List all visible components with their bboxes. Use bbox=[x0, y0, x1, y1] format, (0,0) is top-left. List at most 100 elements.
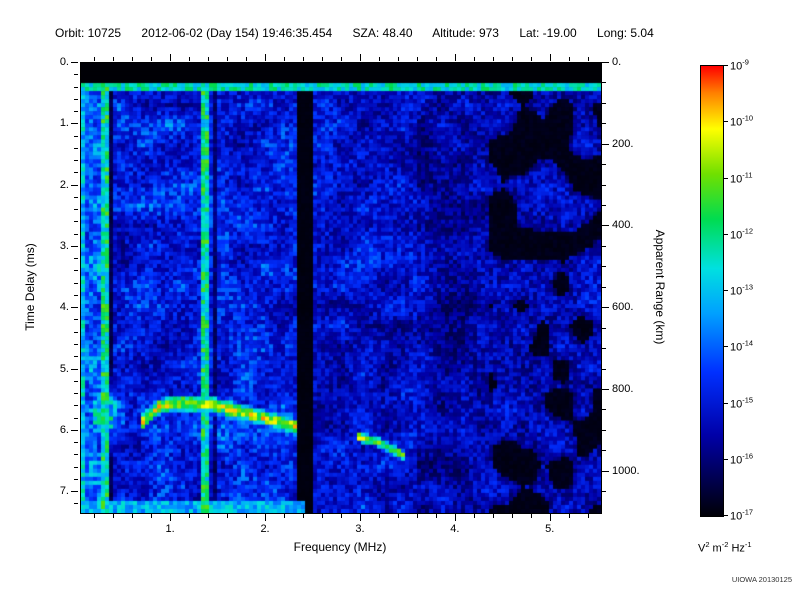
y-tick-label: 0. bbox=[59, 56, 69, 68]
y-minor-tick bbox=[74, 74, 78, 76]
y-minor-tick bbox=[74, 393, 78, 395]
x-minor-tick bbox=[189, 57, 191, 61]
y2-minor-tick bbox=[602, 102, 606, 104]
y-minor-tick bbox=[74, 160, 78, 162]
y2-minor-tick bbox=[602, 143, 606, 145]
y-minor-tick bbox=[74, 147, 78, 149]
colorbar-tick bbox=[724, 177, 728, 179]
y-major-tick bbox=[71, 62, 78, 63]
x-minor-tick bbox=[227, 514, 229, 518]
x-axis-label: Frequency (MHz) bbox=[293, 540, 387, 554]
x-minor-tick bbox=[321, 57, 323, 61]
colorbar-tick bbox=[724, 402, 728, 404]
header-sza: SZA: 48.40 bbox=[352, 26, 413, 40]
y-minor-tick bbox=[74, 172, 78, 174]
y2-minor-tick bbox=[602, 388, 606, 390]
y-tick-label: 3. bbox=[59, 239, 69, 252]
y2-minor-tick bbox=[602, 307, 606, 309]
colorbar-tick bbox=[724, 515, 728, 516]
y2-minor-tick bbox=[602, 164, 606, 166]
y-minor-tick bbox=[74, 405, 78, 407]
header-orbit: Orbit: 10725 bbox=[55, 26, 122, 40]
x-minor-tick bbox=[473, 514, 475, 518]
x-minor-tick bbox=[151, 514, 153, 518]
x-minor-tick bbox=[132, 514, 134, 518]
y-minor-tick bbox=[74, 478, 78, 480]
x-minor-tick bbox=[170, 57, 172, 61]
y2-minor-tick bbox=[602, 82, 606, 84]
x-minor-tick bbox=[435, 514, 437, 518]
y2-minor-tick bbox=[602, 368, 606, 370]
y2-minor-tick bbox=[602, 491, 606, 493]
x-minor-tick bbox=[340, 57, 342, 61]
y2-minor-tick bbox=[602, 225, 606, 227]
y2-tick-label: 0. bbox=[612, 56, 622, 68]
colorbar-tick-label: 10-14 bbox=[730, 338, 754, 354]
y2-minor-tick bbox=[602, 327, 606, 329]
x-minor-tick bbox=[113, 57, 115, 61]
y2-minor-tick bbox=[602, 286, 606, 288]
y2-minor-tick bbox=[602, 184, 606, 186]
y2-minor-tick bbox=[602, 470, 606, 472]
x-minor-tick bbox=[549, 57, 551, 61]
y-minor-tick bbox=[74, 98, 78, 100]
x-minor-tick bbox=[359, 57, 361, 61]
x-minor-tick bbox=[473, 57, 475, 61]
x-minor-tick bbox=[246, 514, 248, 518]
y-axis-label: Time Delay (ms) bbox=[23, 243, 37, 331]
colorbar-tick-label: 10-11 bbox=[730, 170, 753, 185]
y-minor-tick bbox=[74, 111, 78, 113]
x-tick-label: 2. bbox=[260, 523, 270, 535]
y2-tick-label: 400. bbox=[612, 219, 634, 232]
y-minor-tick bbox=[74, 466, 78, 468]
x-minor-tick bbox=[454, 514, 456, 518]
x-minor-tick bbox=[549, 514, 551, 518]
x-minor-tick bbox=[568, 514, 570, 518]
y-minor-tick bbox=[74, 442, 78, 444]
colorbar-unit-label: V2 m-2 Hz-1 bbox=[698, 540, 752, 555]
y2-minor-tick bbox=[602, 409, 606, 411]
y-minor-tick bbox=[74, 196, 78, 198]
y-minor-tick bbox=[74, 135, 78, 137]
colorbar-tick bbox=[724, 346, 728, 348]
x-minor-tick bbox=[284, 514, 285, 518]
x-minor-tick bbox=[265, 57, 267, 61]
colorbar-tick bbox=[724, 65, 728, 66]
header-datetime: 2012-06-02 (Day 154) 19:46:35.454 bbox=[141, 26, 333, 40]
spectrogram-canvas bbox=[81, 63, 601, 513]
header-altitude: Altitude: 973 bbox=[432, 26, 499, 40]
x-minor-tick bbox=[530, 57, 532, 61]
y-minor-tick bbox=[74, 331, 78, 333]
x-minor-tick bbox=[378, 57, 380, 61]
y2-tick-label: 1000. bbox=[612, 464, 640, 477]
x-minor-tick bbox=[568, 57, 570, 61]
x-minor-tick bbox=[435, 57, 437, 61]
x-minor-tick bbox=[416, 57, 418, 61]
y-tick-label: 5. bbox=[59, 362, 69, 375]
x-tick-label: 5. bbox=[545, 523, 555, 535]
x-minor-tick bbox=[397, 514, 399, 518]
x-minor-tick bbox=[246, 57, 248, 61]
y-minor-tick bbox=[74, 356, 78, 358]
header-long: Long: 5.04 bbox=[597, 26, 654, 40]
y2-minor-tick bbox=[602, 266, 606, 268]
plot-area bbox=[80, 62, 602, 514]
colorbar-tick bbox=[724, 121, 728, 123]
y-minor-tick bbox=[74, 344, 78, 346]
colorbar-tick-label: 10-17 bbox=[730, 507, 754, 523]
colorbar-tick-label: 10-13 bbox=[730, 282, 754, 298]
x-minor-tick bbox=[227, 57, 229, 61]
y-minor-tick bbox=[74, 258, 78, 260]
x-minor-tick bbox=[587, 57, 589, 61]
x-minor-tick bbox=[530, 514, 532, 518]
y-minor-tick bbox=[74, 184, 78, 186]
x-minor-tick bbox=[94, 57, 96, 61]
y2-tick-label: 800. bbox=[612, 382, 634, 395]
y2-minor-tick bbox=[602, 205, 606, 207]
x-minor-tick bbox=[208, 514, 210, 518]
y2-minor-tick bbox=[602, 450, 606, 452]
x-minor-tick bbox=[340, 514, 342, 518]
y2-minor-tick bbox=[602, 245, 606, 247]
x-minor-tick bbox=[151, 57, 153, 61]
x-minor-tick bbox=[113, 514, 115, 518]
